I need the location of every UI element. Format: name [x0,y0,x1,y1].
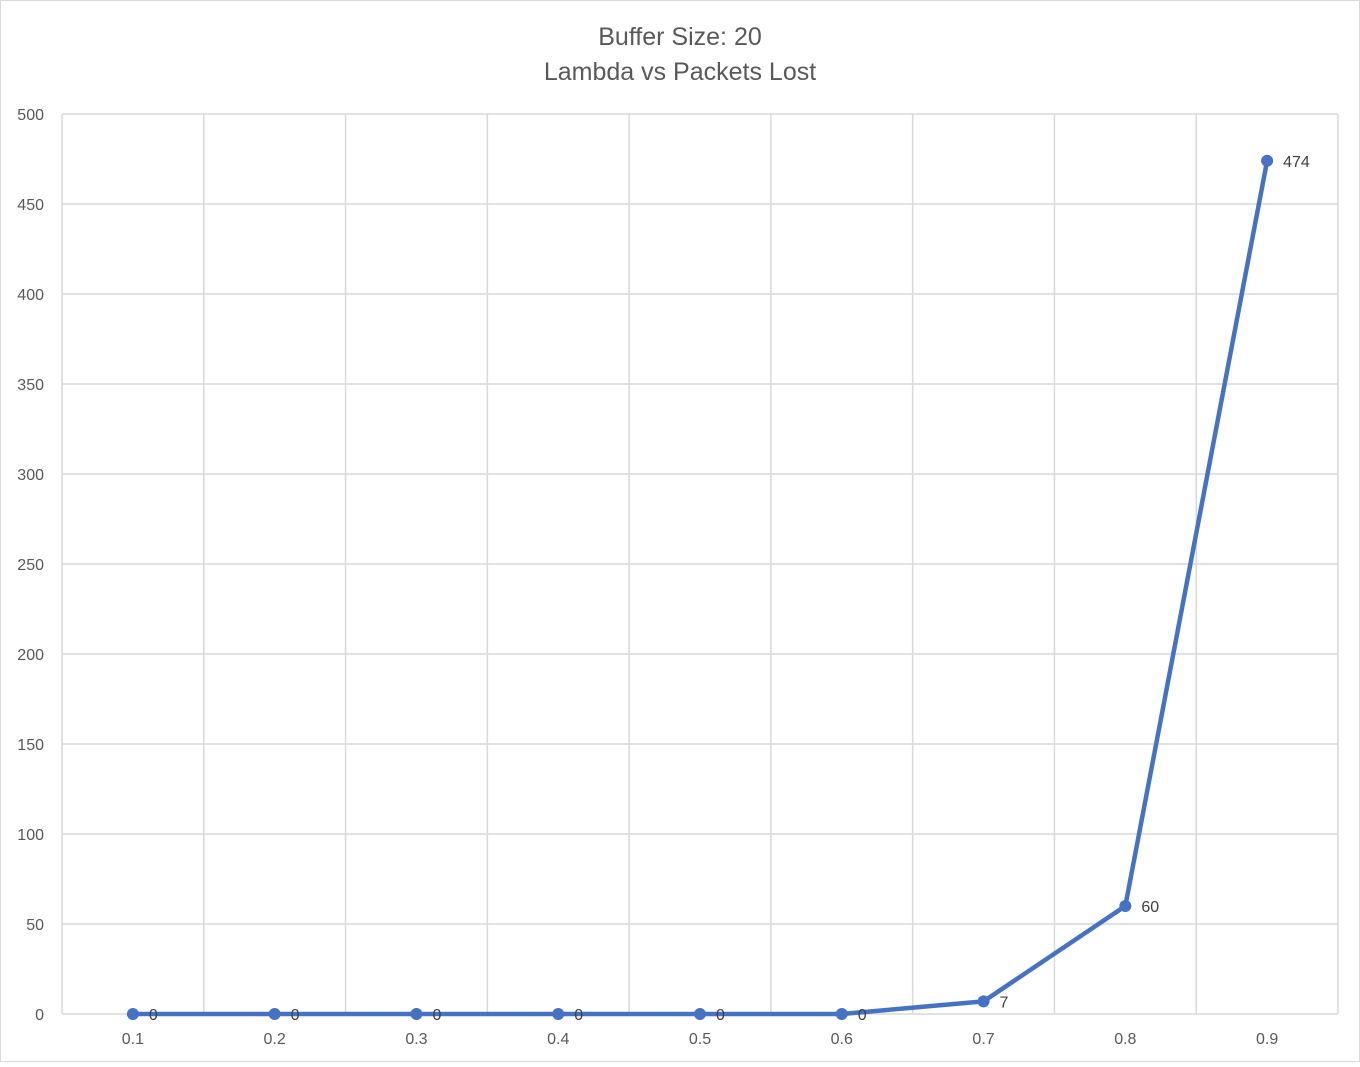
y-tick-label: 450 [17,197,44,214]
x-tick-label: 0.3 [405,1031,427,1048]
data-label: 0 [574,1007,583,1024]
data-point [1261,154,1274,167]
y-tick-label: 250 [17,557,44,574]
x-tick-label: 0.5 [689,1031,711,1048]
data-label: 0 [858,1007,867,1024]
x-tick-label: 0.8 [1114,1031,1136,1048]
x-tick-label: 0.1 [122,1031,144,1048]
data-label: 0 [149,1007,158,1024]
chart-title-line2: Lambda vs Packets Lost [544,58,816,86]
y-tick-label: 50 [26,917,44,934]
data-point [835,1008,848,1020]
data-label: 0 [716,1007,725,1024]
data-label: 0 [291,1007,300,1024]
x-tick-label: 0.2 [264,1031,286,1048]
y-tick-label: 300 [17,467,44,484]
x-tick-label: 0.6 [831,1031,853,1048]
x-tick-label: 0.7 [972,1031,994,1048]
data-point [410,1008,423,1020]
data-labels: 0 0 0 0 0 0 7 60 474 [149,154,1310,1024]
chart-title-line1: Buffer Size: 20 [598,23,762,51]
data-point [694,1008,706,1020]
series-packets-lost [126,154,1274,1020]
x-tick-label: 0.4 [547,1031,569,1048]
data-label: 474 [1283,154,1310,171]
y-tick-label: 200 [17,647,44,664]
y-tick-label: 150 [17,737,44,754]
y-tick-label: 500 [17,107,44,124]
vertical-gridlines [61,114,1339,1014]
data-label: 60 [1141,899,1159,916]
data-point [126,1008,139,1020]
y-tick-label: 0 [35,1007,44,1024]
y-axis-tick-labels: 0 50 100 150 200 250 300 350 400 450 500 [17,107,44,1024]
y-tick-label: 400 [17,287,44,304]
y-tick-label: 350 [17,377,44,394]
y-tick-label: 100 [17,827,44,844]
data-point [268,1008,281,1020]
data-label: 0 [432,1007,441,1024]
data-point [552,1008,565,1020]
data-label: 7 [1000,994,1009,1011]
x-tick-label: 0.9 [1256,1031,1278,1048]
data-point [1119,900,1132,912]
data-point [977,995,990,1008]
x-axis-tick-labels: 0.1 0.2 0.3 0.4 0.5 0.6 0.7 0.8 0.9 [122,1031,1279,1048]
